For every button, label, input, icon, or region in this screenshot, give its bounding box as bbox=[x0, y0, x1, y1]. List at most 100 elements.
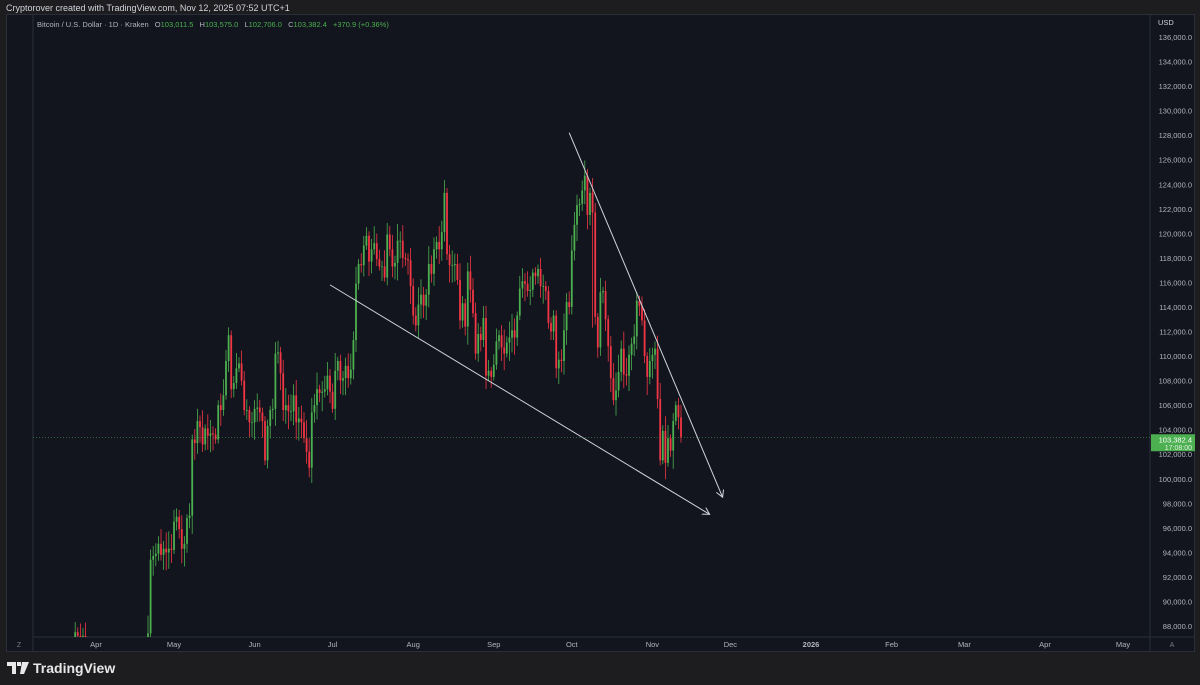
candle-body bbox=[84, 635, 87, 637]
candle-body bbox=[547, 291, 550, 323]
candle-body bbox=[456, 264, 459, 280]
candle-body bbox=[339, 360, 342, 381]
candle-body bbox=[238, 363, 240, 369]
candle-body bbox=[209, 433, 212, 436]
candle-body bbox=[461, 303, 464, 321]
candle-body bbox=[318, 389, 321, 393]
candle-body bbox=[206, 428, 209, 436]
candle-body bbox=[230, 335, 233, 390]
candle-body bbox=[589, 192, 591, 215]
candle-body bbox=[331, 391, 334, 409]
candle-body bbox=[349, 369, 352, 379]
candle-body bbox=[430, 264, 433, 274]
time-tick-label: Jul bbox=[328, 640, 338, 649]
time-tick-label: Apr bbox=[1039, 640, 1051, 649]
candle-body bbox=[248, 410, 251, 423]
candle-body bbox=[521, 281, 524, 289]
price-tick-label: 104,000.0 bbox=[1159, 426, 1192, 435]
candle-body bbox=[524, 281, 526, 284]
candle-body bbox=[485, 318, 487, 376]
candle-body bbox=[453, 264, 456, 266]
price-tick-label: 120,000.0 bbox=[1159, 229, 1192, 238]
candle-body bbox=[232, 383, 235, 390]
symbol-title[interactable]: Bitcoin / U.S. Dollar · 1D · Kraken bbox=[37, 20, 149, 29]
candle-body bbox=[370, 249, 373, 262]
candle-body bbox=[459, 279, 461, 321]
candle-body bbox=[165, 548, 168, 553]
candle-body bbox=[407, 259, 409, 261]
candle-body bbox=[576, 205, 578, 225]
candle-body bbox=[438, 241, 441, 250]
candle-body bbox=[659, 398, 662, 461]
candle-body bbox=[152, 556, 155, 560]
candle-body bbox=[355, 283, 357, 341]
change-value: +370.9 (+0.36%) bbox=[332, 20, 389, 29]
candle-body bbox=[253, 408, 256, 423]
candle-body bbox=[469, 271, 472, 290]
candle-body bbox=[282, 373, 285, 411]
candle-body bbox=[160, 543, 162, 555]
candle-body bbox=[401, 240, 404, 258]
candle-body bbox=[555, 315, 558, 369]
candle-body bbox=[157, 543, 160, 554]
candle-body bbox=[537, 268, 539, 277]
candle-body bbox=[173, 521, 175, 550]
candle-body bbox=[292, 395, 295, 412]
candle-body bbox=[451, 265, 454, 267]
candle-body bbox=[570, 250, 573, 307]
candle-body bbox=[188, 515, 191, 519]
candle-body bbox=[204, 428, 207, 445]
candle-body bbox=[578, 203, 581, 206]
auto-scale-button[interactable]: A bbox=[1170, 642, 1175, 649]
candle-body bbox=[269, 410, 272, 426]
price-tick-label: 108,000.0 bbox=[1159, 377, 1192, 386]
time-tick-label: Oct bbox=[566, 640, 579, 649]
candle-body bbox=[422, 294, 425, 306]
price-tick-label: 102,000.0 bbox=[1159, 450, 1192, 459]
candle-body bbox=[573, 224, 576, 251]
candle-body bbox=[199, 421, 201, 428]
candle-body bbox=[219, 405, 222, 411]
candle-body bbox=[651, 354, 654, 361]
candle-body bbox=[599, 292, 602, 348]
candle-body bbox=[310, 412, 313, 468]
candle-body bbox=[305, 438, 308, 452]
candle-body bbox=[214, 434, 217, 440]
candle-body bbox=[297, 418, 300, 423]
candle-body bbox=[373, 243, 376, 250]
candle-body bbox=[487, 370, 490, 376]
tradingview-logo[interactable]: TradingView bbox=[7, 660, 115, 676]
candle-body bbox=[191, 439, 194, 516]
candle-body bbox=[375, 243, 378, 260]
price-tick-label: 106,000.0 bbox=[1159, 401, 1192, 410]
candle-body bbox=[581, 190, 584, 204]
ohlc-legend: Bitcoin / U.S. Dollar · 1D · Kraken O103… bbox=[37, 20, 389, 29]
candle-body bbox=[466, 271, 469, 327]
high-value: 103,575.0 bbox=[204, 20, 239, 29]
price-tick-label: 136,000.0 bbox=[1159, 33, 1192, 42]
candle-body bbox=[342, 378, 344, 381]
candle-body bbox=[563, 330, 565, 361]
candle-body bbox=[336, 360, 339, 371]
candle-body bbox=[635, 300, 638, 337]
candle-body bbox=[225, 360, 227, 396]
candle-body bbox=[482, 318, 485, 341]
candle-body bbox=[596, 316, 599, 348]
candle-body bbox=[628, 354, 630, 376]
zoom-button[interactable]: Z bbox=[17, 642, 22, 649]
candle-body bbox=[669, 438, 672, 451]
price-tick-label: 124,000.0 bbox=[1159, 180, 1192, 189]
candles bbox=[74, 160, 682, 637]
candle-body bbox=[617, 371, 620, 391]
candle-body bbox=[625, 374, 628, 376]
candle-body bbox=[409, 260, 412, 287]
candle-body bbox=[516, 315, 519, 338]
price-tick-label: 132,000.0 bbox=[1159, 82, 1192, 91]
chart-caption: Cryptorover created with TradingView.com… bbox=[6, 3, 290, 13]
candle-body bbox=[654, 348, 656, 355]
candle-body bbox=[583, 175, 586, 191]
candle-body bbox=[381, 266, 383, 268]
price-tick-label: 122,000.0 bbox=[1159, 205, 1192, 214]
candle-body bbox=[529, 289, 532, 292]
